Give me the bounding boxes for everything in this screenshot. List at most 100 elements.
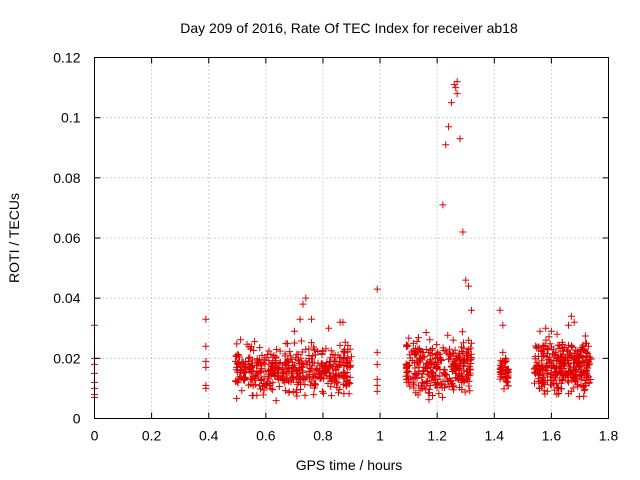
data-point [449, 350, 457, 358]
data-point [497, 373, 505, 381]
data-point [465, 382, 473, 390]
data-point [299, 300, 307, 308]
data-point [464, 352, 472, 360]
data-point [464, 362, 472, 370]
data-point [257, 368, 265, 376]
data-point [265, 347, 273, 355]
data-point [306, 358, 314, 366]
data-point [273, 365, 281, 373]
data-point [293, 368, 301, 376]
data-point [533, 343, 541, 351]
data-point [403, 368, 411, 376]
data-point [413, 374, 421, 382]
data-point [331, 379, 339, 387]
data-point [346, 357, 354, 365]
data-point [439, 201, 447, 209]
data-point [567, 342, 575, 350]
data-point [239, 375, 247, 383]
data-point [423, 363, 431, 371]
data-point [235, 360, 243, 368]
data-point [373, 285, 381, 293]
data-point [453, 90, 461, 98]
data-point [550, 364, 558, 372]
data-point [411, 370, 419, 378]
data-point [558, 355, 566, 363]
data-point [501, 358, 509, 366]
data-point [417, 347, 425, 355]
data-point [403, 342, 411, 350]
data-point [466, 363, 474, 371]
data-point [499, 348, 507, 356]
data-point [571, 367, 579, 375]
data-point [577, 381, 585, 389]
y-tick-label: 0 [73, 411, 81, 427]
data-point [284, 364, 292, 372]
data-point [415, 334, 423, 342]
data-point [458, 328, 466, 336]
data-point [233, 394, 241, 402]
data-point [551, 350, 559, 358]
data-point [341, 353, 349, 361]
data-point [275, 382, 283, 390]
data-point [321, 368, 329, 376]
data-point [444, 378, 452, 386]
data-point [284, 340, 292, 348]
data-point [463, 374, 471, 382]
data-point [202, 384, 210, 392]
data-point [453, 355, 461, 363]
data-point [413, 358, 421, 366]
data-point [344, 378, 352, 386]
data-point [307, 339, 315, 347]
data-point [287, 378, 295, 386]
data-point [502, 354, 510, 362]
data-point [261, 360, 269, 368]
data-point [583, 361, 591, 369]
data-point [333, 384, 341, 392]
data-point [541, 390, 549, 398]
data-point [428, 376, 436, 384]
data-point [431, 361, 439, 369]
data-point [574, 382, 582, 390]
data-point [553, 384, 561, 392]
data-point [442, 347, 450, 355]
x-tick-label: 1.2 [427, 428, 447, 444]
data-point [318, 374, 326, 382]
data-point [442, 370, 450, 378]
data-point [429, 368, 437, 376]
data-point [346, 362, 354, 370]
data-point [345, 390, 353, 398]
data-point [418, 354, 426, 362]
data-point [542, 336, 550, 344]
data-point [373, 348, 381, 356]
data-point [457, 355, 465, 363]
data-point [339, 318, 347, 326]
data-point [452, 363, 460, 371]
x-tick-label: 0.8 [313, 428, 333, 444]
data-point [460, 344, 468, 352]
x-axis-label: GPS time / hours [296, 457, 403, 473]
data-point [290, 327, 298, 335]
data-point [429, 391, 437, 399]
x-tick-label: 1.8 [599, 428, 619, 444]
data-point [288, 355, 296, 363]
data-point [538, 348, 546, 356]
y-tick-label: 0.04 [53, 290, 80, 306]
data-point [302, 345, 310, 353]
data-point [286, 348, 294, 356]
data-point [285, 368, 293, 376]
data-point [373, 360, 381, 368]
data-point [245, 381, 253, 389]
data-point [373, 375, 381, 383]
data-point [444, 331, 452, 339]
data-point [276, 358, 284, 366]
data-point [439, 393, 447, 401]
data-point [346, 373, 354, 381]
data-point [414, 369, 422, 377]
data-point [281, 360, 289, 368]
data-point [549, 379, 557, 387]
data-point [410, 380, 418, 388]
x-tick-label: 1.6 [542, 428, 562, 444]
data-point [463, 348, 471, 356]
data-point [451, 346, 459, 354]
data-point [404, 372, 412, 380]
